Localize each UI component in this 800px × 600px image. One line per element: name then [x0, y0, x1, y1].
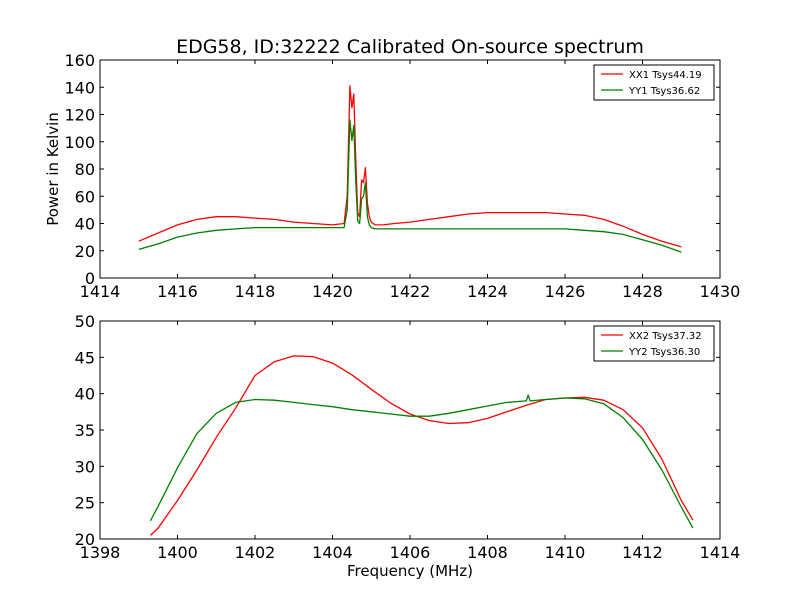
top-legend-label-xx1: XX1 Tsys44.19	[629, 70, 702, 81]
top-y-tick-label: 60	[75, 187, 95, 206]
bottom-plot-lines	[149, 355, 694, 536]
top-y-axis-label: Power in Kelvin	[44, 112, 62, 226]
bottom-y-tick-label: 30	[75, 457, 95, 476]
bottom-legend-label-yy2: YY2 Tsys36.30	[628, 347, 700, 358]
bottom-y-tick-label: 25	[75, 494, 95, 513]
top-spectrum-panel: 1414 1416 1418 1420 1422 1424 1426 1428 1430 0 20…	[44, 51, 740, 301]
figure-title: EDG58, ID:32222 Calibrated On-source spe…	[176, 36, 644, 58]
top-y-tick-label: 160	[64, 51, 95, 70]
bottom-series-line-1	[149, 394, 694, 529]
bottom-x-tick-label: 1408	[467, 543, 508, 562]
top-legend-label-yy1: YY1 Tsys36.62	[628, 86, 700, 97]
top-x-tick-label: 1430	[700, 282, 741, 301]
top-x-tick-label: 1422	[390, 282, 431, 301]
bottom-legend: XX2 Tsys37.32 YY2 Tsys36.30	[593, 325, 715, 362]
top-x-tick-label: 1426	[545, 282, 586, 301]
top-legend: XX1 Tsys44.19 YY1 Tsys36.62	[593, 64, 715, 101]
bottom-x-ticks: 1398 1400 1402 1404 1406 1408 1410 1412 1414	[80, 321, 741, 562]
bottom-y-tick-label: 45	[75, 348, 95, 367]
top-x-tick-label: 1428	[622, 282, 663, 301]
top-x-tick-label: 1424	[467, 282, 508, 301]
top-series-line-0	[138, 85, 682, 248]
top-x-tick-label: 1418	[235, 282, 276, 301]
top-y-tick-label: 100	[64, 133, 95, 152]
top-y-tick-label: 0	[85, 269, 95, 288]
top-x-tick-label: 1416	[157, 282, 198, 301]
top-y-tick-label: 140	[64, 78, 95, 97]
bottom-x-tick-label: 1412	[622, 543, 663, 562]
top-series-line-1	[138, 119, 682, 253]
bottom-x-tick-label: 1402	[235, 543, 276, 562]
bottom-x-tick-label: 1410	[545, 543, 586, 562]
bottom-spectrum-panel: 1398 1400 1402 1404 1406 1408 1410 1412 1414 202…	[75, 312, 741, 580]
top-plot-lines	[138, 85, 682, 253]
top-legend-box	[593, 64, 715, 101]
bottom-x-tick-label: 1414	[700, 543, 741, 562]
bottom-y-tick-label: 35	[75, 421, 95, 440]
bottom-legend-box	[593, 325, 715, 362]
top-y-tick-label: 40	[75, 215, 95, 234]
top-x-ticks: 1414 1416 1418 1420 1422 1424 1426 1428 1430	[80, 60, 741, 301]
bottom-x-tick-label: 1406	[390, 543, 431, 562]
bottom-x-tick-label: 1404	[312, 543, 353, 562]
top-y-ticks: 0 20 40 60 80 100 120 140 160	[64, 51, 720, 288]
bottom-y-ticks: 20 25 30 35 40 45 50	[75, 312, 720, 549]
bottom-legend-label-xx2: XX2 Tsys37.32	[629, 331, 702, 342]
bottom-series-line-0	[149, 355, 694, 536]
bottom-y-tick-label: 50	[75, 312, 95, 331]
bottom-x-axis-label: Frequency (MHz)	[347, 562, 473, 580]
bottom-y-tick-label: 40	[75, 385, 95, 404]
top-x-tick-label: 1414	[80, 282, 121, 301]
top-y-tick-label: 80	[75, 160, 95, 179]
top-x-tick-label: 1420	[312, 282, 353, 301]
bottom-x-tick-label: 1400	[157, 543, 198, 562]
top-y-tick-label: 20	[75, 242, 95, 261]
top-y-tick-label: 120	[64, 106, 95, 125]
bottom-y-tick-label: 20	[75, 530, 95, 549]
bottom-x-tick-label: 1398	[80, 543, 121, 562]
